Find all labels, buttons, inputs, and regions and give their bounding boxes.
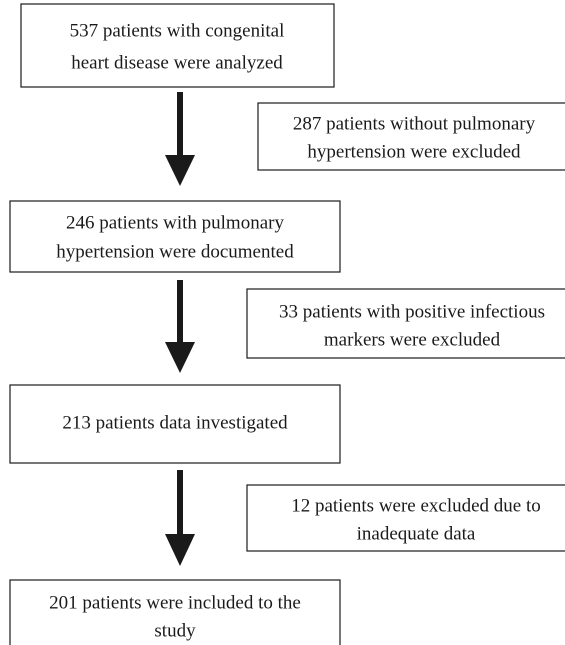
box-text: inadequate data — [357, 523, 476, 544]
arrow-head — [165, 155, 195, 186]
box — [246, 288, 565, 359]
box-text: 213 patients data investigated — [62, 412, 288, 433]
box-text: hypertension were excluded — [307, 141, 521, 162]
box-text: study — [154, 620, 196, 641]
box — [20, 3, 335, 88]
box-text: 287 patients without pulmonary — [293, 113, 536, 134]
box-text: 33 patients with positive infectious — [279, 301, 545, 322]
arrow-head — [165, 342, 195, 373]
box-text: 246 patients with pulmonary — [66, 212, 284, 233]
box-text: 537 patients with congenital — [70, 20, 285, 41]
box-text: markers were excluded — [324, 329, 501, 350]
box — [246, 484, 565, 552]
box — [9, 579, 341, 645]
box — [9, 384, 341, 464]
box — [257, 102, 565, 171]
arrow-head — [165, 534, 195, 566]
box-text: 12 patients were excluded due to — [291, 495, 541, 516]
box-text: hypertension were documented — [56, 241, 294, 262]
box — [9, 200, 341, 273]
box-text: heart disease were analyzed — [71, 52, 283, 73]
box-text: 201 patients were included to the — [49, 592, 301, 613]
